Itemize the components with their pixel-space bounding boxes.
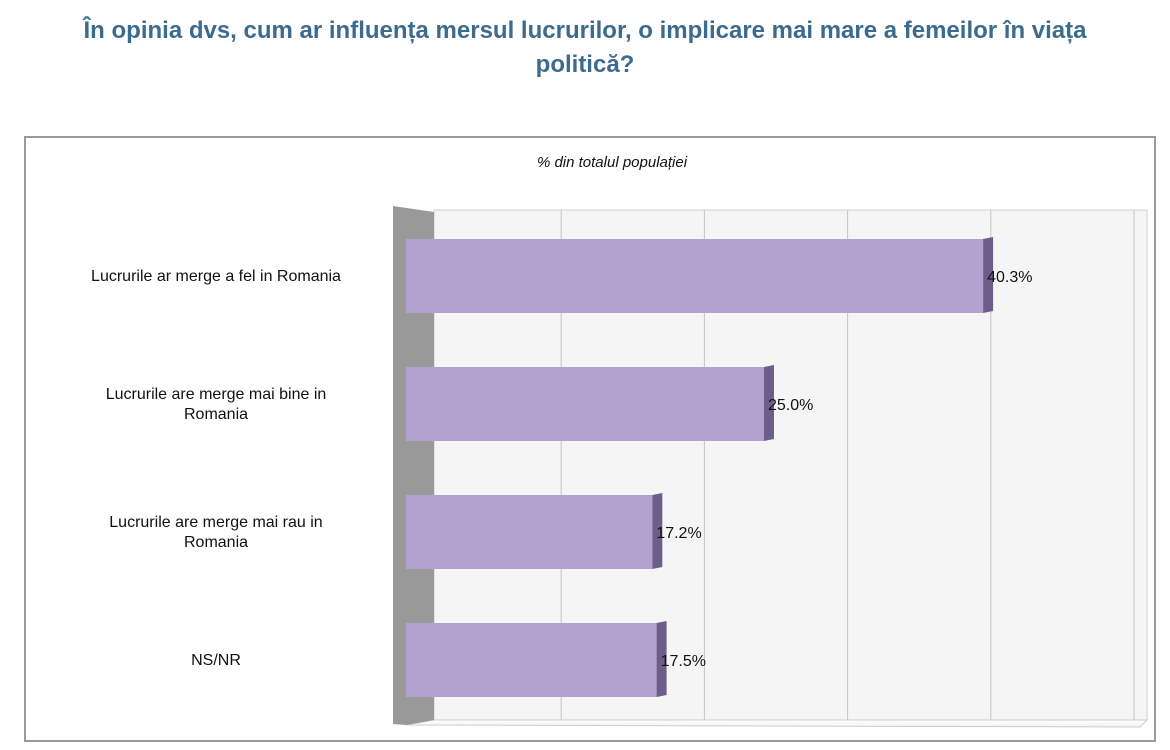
bar-side (983, 237, 994, 313)
left-side-wall (393, 206, 434, 725)
category-label: Lucrurile are merge mai bine in Romania (106, 386, 327, 423)
data-label: 17.2% (656, 525, 701, 542)
category-label: NS/NR (191, 652, 241, 669)
plot-floor (405, 719, 1149, 728)
category-label: Lucrurile ar merge a fel in Romania (91, 268, 341, 285)
bar (406, 623, 657, 697)
data-label: 25.0% (768, 397, 813, 414)
data-label: 17.5% (661, 653, 706, 670)
data-label: 40.3% (987, 269, 1032, 286)
bar-side (652, 493, 663, 569)
bar (406, 367, 764, 441)
bar-side (764, 365, 774, 441)
bar (406, 239, 984, 313)
category-label: Lucrurile are merge mai rau in Romania (109, 514, 322, 551)
page-title: În opinia dvs, cum ar influența mersul l… (83, 17, 1087, 78)
bar (406, 495, 653, 569)
bar-side (656, 621, 667, 697)
chart-subtitle: % din totalul populației (537, 154, 688, 171)
